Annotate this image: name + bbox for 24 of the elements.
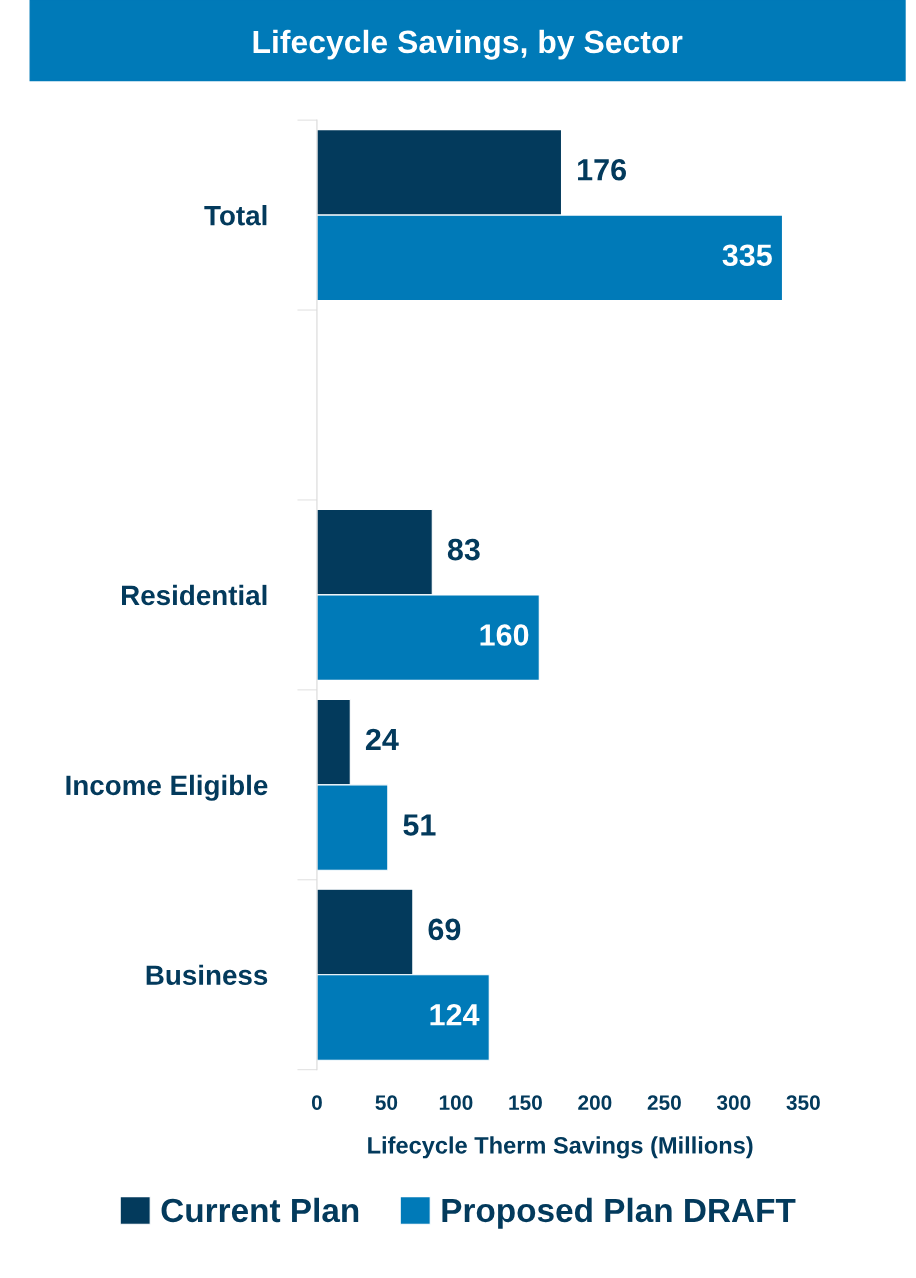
data-label: 83 <box>447 538 480 561</box>
x-tick-label: 350 <box>786 1095 820 1111</box>
y-tick-label: Business <box>146 964 268 986</box>
data-label: 176 <box>578 158 626 181</box>
x-tick-label: 200 <box>578 1095 612 1110</box>
data-label: 124 <box>430 1004 480 1026</box>
legend-label: Current Plan <box>161 1197 359 1223</box>
data-label: 69 <box>428 918 461 941</box>
y-tick-label: Income Eligible <box>66 774 268 801</box>
x-tick-label: 50 <box>375 1095 398 1110</box>
data-label: 335 <box>722 244 772 267</box>
chart-title: Lifecycle Savings, by Sector <box>253 29 683 60</box>
data-label: 51 <box>403 814 436 836</box>
x-tick-label: 150 <box>509 1095 542 1110</box>
data-label: 24 <box>365 728 399 750</box>
data-label: 160 <box>480 624 529 646</box>
legend-label: Proposed Plan DRAFT <box>442 1197 796 1229</box>
x-tick-label: 100 <box>439 1095 473 1110</box>
x-tick-label: 250 <box>647 1095 681 1110</box>
x-tick-label: 0 <box>311 1095 322 1110</box>
x-tick-label: 300 <box>716 1095 751 1111</box>
y-tick-label: Residential <box>122 584 267 606</box>
y-tick-label: Total <box>204 205 267 226</box>
x-axis-title: Lifecycle Therm Savings (Millions) <box>368 1136 753 1159</box>
